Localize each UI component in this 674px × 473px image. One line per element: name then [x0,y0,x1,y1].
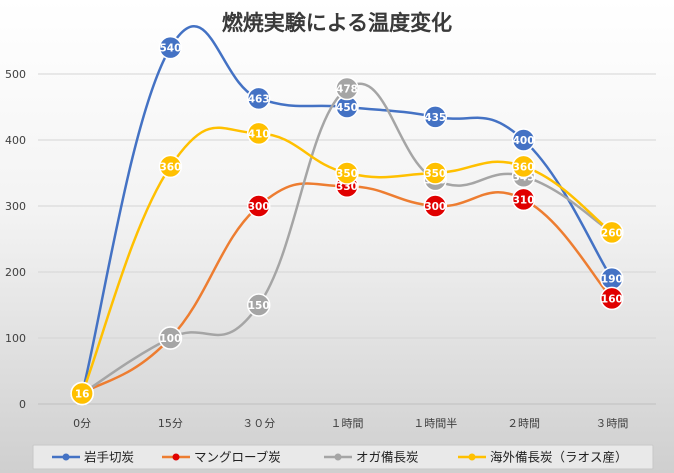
legend-marker [334,453,342,461]
data-label: 330 [336,181,358,193]
x-axis-tick-labels: 0分 15分 ３０分 １時間 １時間半 ２時間 ３時間 [73,416,628,430]
legend: 岩手切炭 マングローブ炭 オガ備長炭 海外備長炭（ラオス産） [32,444,654,470]
data-point-marker [246,86,271,111]
data-point-marker [158,35,183,60]
data-point-marker [335,76,359,101]
data-point-marker [158,154,183,179]
chart-title: 燃焼実験による温度変化 [222,11,452,35]
series-markers: 1654046345043540019016100300330300310160… [70,35,624,406]
legend-marker [468,453,476,461]
x-tick-label: １時間 [331,417,364,430]
y-axis-tick-labels: 0 100 200 300 400 500 [5,68,26,411]
legend-label: オガ備長炭 [356,450,419,465]
legend-marker [62,453,70,461]
data-label: 16 [75,388,90,400]
data-point-marker [600,220,624,245]
data-point-marker [246,293,271,317]
grid-lines [38,73,656,405]
legend-label: マングローブ炭 [194,450,281,465]
data-label: 450 [336,102,358,114]
x-tick-label: ２時間 [507,417,540,430]
y-tick-label: 400 [5,134,26,147]
data-point-marker [335,161,359,185]
data-label: 410 [248,128,270,140]
legend-label: 海外備長炭（ラオス産） [490,450,628,465]
x-tick-label: ３０分 [242,417,275,430]
data-label: 478 [336,84,358,96]
data-label: 540 [159,43,181,55]
data-label: 350 [424,168,446,180]
y-tick-label: 200 [5,266,26,279]
x-tick-label: ３時間 [595,417,628,430]
data-point-marker [511,128,536,152]
data-label: 150 [248,300,270,312]
data-point-marker [423,194,448,218]
data-point-marker [423,105,448,129]
x-tick-label: 0分 [73,417,91,430]
legend-label: 岩手切炭 [84,450,134,465]
data-point-marker [158,326,183,350]
legend-marker [172,453,180,461]
data-label: 300 [424,201,446,213]
data-label: 260 [601,227,623,239]
y-tick-label: 500 [5,68,26,81]
data-label: 350 [336,168,358,180]
y-tick-label: 300 [5,200,26,213]
data-label: 300 [248,201,270,213]
data-point-marker [246,121,271,146]
data-point-marker [511,187,536,212]
data-label: 160 [601,293,623,305]
series-line [80,182,614,395]
data-label: 360 [159,161,181,173]
data-point-marker [600,286,624,311]
data-point-marker [246,194,271,218]
data-point-marker [70,381,94,406]
y-tick-label: 100 [5,332,26,345]
data-label: 190 [601,274,623,286]
data-label: 435 [424,112,446,124]
data-label: 100 [159,333,181,345]
x-tick-label: 15分 [158,417,183,430]
x-tick-label: １時間半 [413,416,457,430]
data-point-marker [511,154,536,179]
data-label: 400 [513,135,535,147]
data-label: 463 [248,93,270,105]
data-label: 360 [513,161,535,173]
y-tick-label: 0 [19,398,26,411]
data-point-marker [423,161,448,185]
data-label: 310 [513,194,535,206]
